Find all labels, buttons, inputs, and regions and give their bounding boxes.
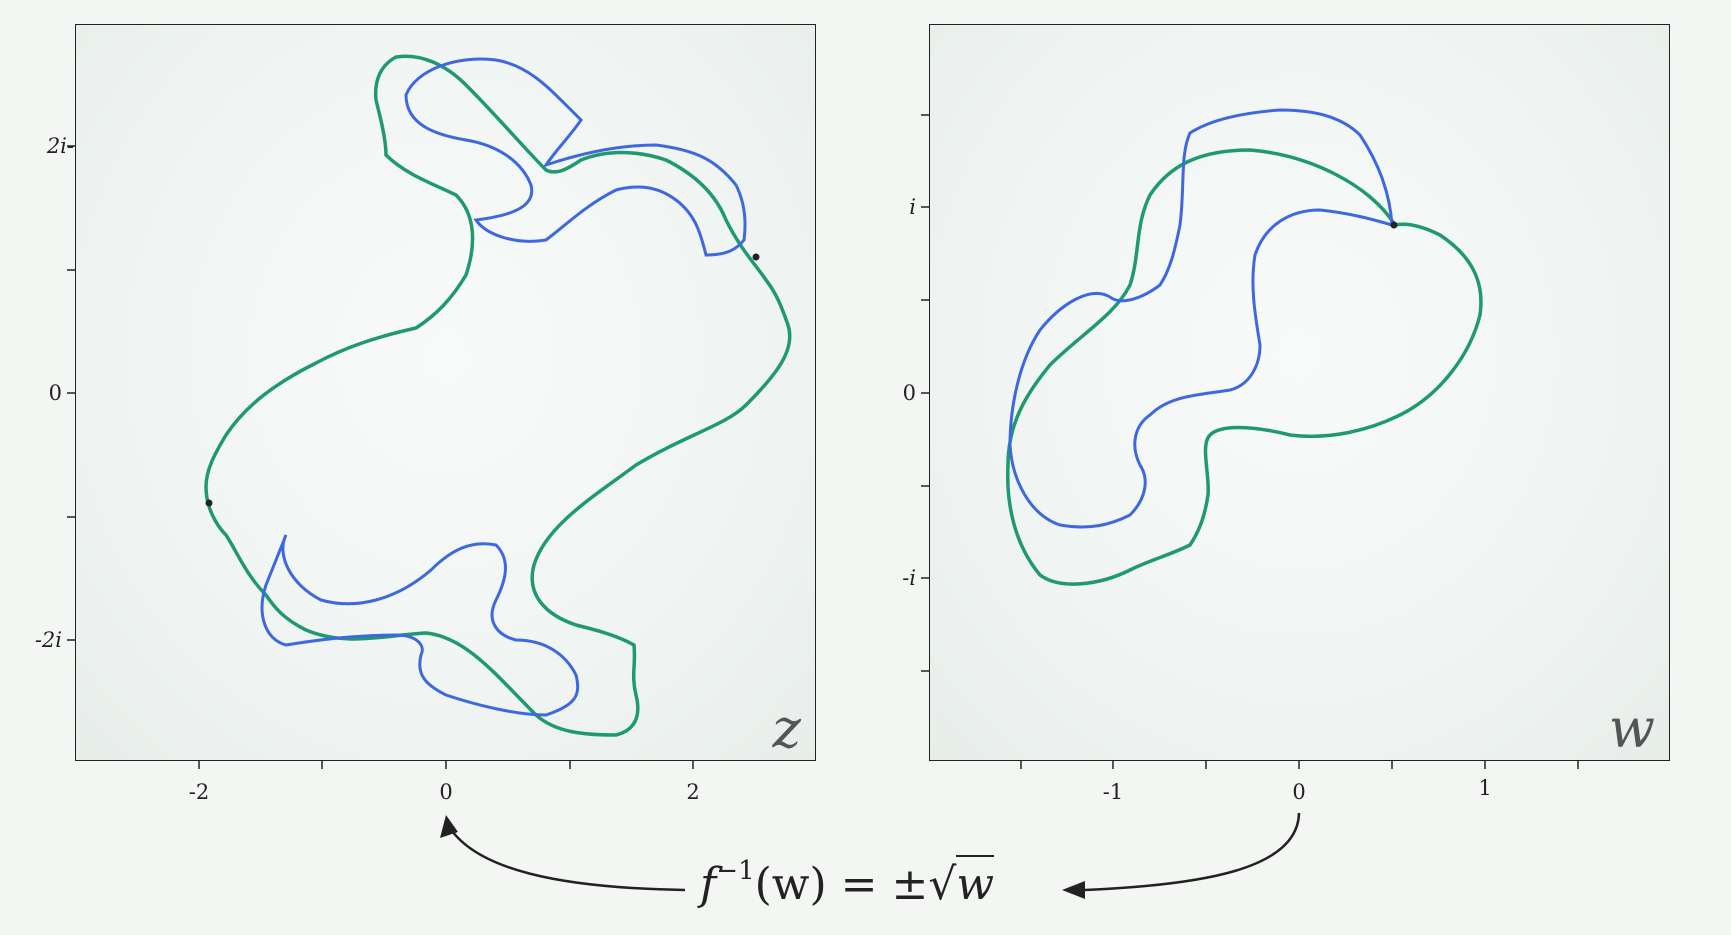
formula-args: (w) = ± — [754, 859, 929, 910]
z-ytick-neg2i: -2i — [34, 628, 62, 652]
z-plane-curves — [204, 54, 792, 737]
w-ytick-neg-i: -i — [902, 566, 916, 590]
formula-f: f — [700, 859, 717, 910]
w-plane-panel: w — [929, 24, 1670, 761]
w-green-curve — [1005, 148, 1483, 586]
mapping-arrow — [446, 812, 1301, 892]
w-ytick-0: 0 — [902, 381, 916, 405]
w-xtick-1: 1 — [1478, 776, 1492, 800]
mapping-arrowhead-right — [1062, 881, 1085, 899]
z-blue-curve-bottom — [260, 534, 580, 717]
w-xtick-0: 0 — [1292, 780, 1306, 804]
w-plane-curves — [1005, 108, 1483, 586]
z-ytick-0: 0 — [48, 381, 62, 405]
z-plane-label: z — [772, 697, 801, 760]
formula-radicand: w — [956, 855, 995, 910]
inverse-function-formula: f−1(w) = ±√w — [700, 855, 995, 910]
z-ytick-2i: 2i- — [46, 134, 74, 158]
z-xtick-neg2: -2 — [188, 780, 210, 804]
w-ytick-i: i — [909, 195, 916, 219]
z-xtick-2: 2 — [686, 780, 700, 804]
w-plane-label: w — [1608, 697, 1655, 760]
z-blue-curve-top — [404, 57, 747, 257]
z-plane-panel: z — [75, 24, 816, 761]
z-xtick-0: 0 — [439, 780, 453, 804]
mapping-arrowhead-left — [440, 815, 458, 838]
formula-exponent: −1 — [716, 856, 755, 886]
formula-sqrt-sign: √ — [928, 859, 957, 910]
z-green-curve — [204, 54, 792, 737]
w-blue-curve — [1008, 108, 1394, 529]
w-xtick-neg1: -1 — [1102, 780, 1124, 804]
